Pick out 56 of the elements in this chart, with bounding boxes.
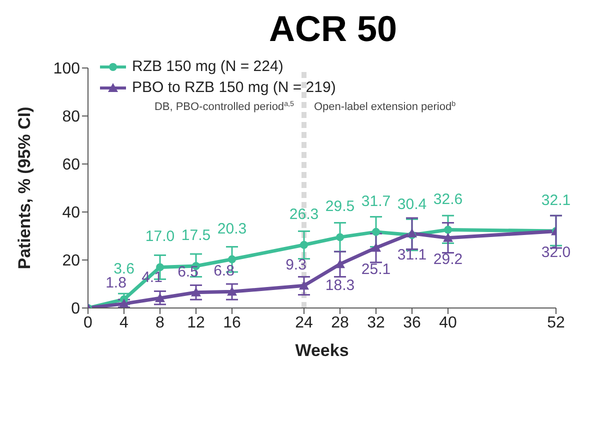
x-axis-title: Weeks xyxy=(295,341,349,360)
x-tick-label: 36 xyxy=(403,314,421,332)
point xyxy=(300,240,308,249)
data-label: 32.0 xyxy=(541,244,571,262)
data-label: 18.3 xyxy=(325,277,355,294)
point xyxy=(227,286,237,296)
y-axis-title: Patients, % (95% CI) xyxy=(15,106,34,270)
data-label: 17.0 xyxy=(145,228,175,246)
y-tick-label: 20 xyxy=(62,252,80,270)
annotation: DB, PBO-controlled period$^{a,5}$ xyxy=(154,100,294,113)
data-label: 9.3 xyxy=(286,256,306,274)
point xyxy=(155,293,165,302)
data-label: 31.7 xyxy=(361,192,391,210)
data-label: 25.1 xyxy=(361,260,391,278)
x-tick-label: 28 xyxy=(331,314,349,332)
point xyxy=(407,228,417,238)
y-tick-label: 60 xyxy=(62,156,80,174)
data-label: 29.2 xyxy=(433,250,463,268)
x-tick-label: 4 xyxy=(120,314,129,332)
data-label: 30.4 xyxy=(397,196,427,214)
point xyxy=(228,255,236,264)
y-tick-label: 100 xyxy=(53,60,80,78)
data-label: 3.6 xyxy=(114,260,134,278)
x-tick-label: 16 xyxy=(223,314,241,332)
data-label: 1.8 xyxy=(106,274,126,292)
legend-label: PBO to RZB 150 mg (N = 219) xyxy=(132,79,336,96)
point xyxy=(335,259,345,268)
point xyxy=(156,263,164,272)
point xyxy=(191,287,201,296)
point xyxy=(372,228,380,236)
x-tick-label: 40 xyxy=(439,314,457,332)
data-label: 20.3 xyxy=(217,220,247,238)
data-label: 31.1 xyxy=(397,246,427,264)
annotation: Open-label extension period$^{b}$ xyxy=(314,100,456,113)
chart-title: ACR 50 xyxy=(268,8,398,51)
data-label: 29.5 xyxy=(325,198,355,216)
point xyxy=(371,242,381,252)
legend-label: RZB 150 mg (N = 224) xyxy=(132,58,284,75)
x-tick-label: 52 xyxy=(547,314,565,332)
x-tick-label: 8 xyxy=(156,314,165,332)
y-tick-label: 40 xyxy=(62,204,80,222)
y-tick-label: 0 xyxy=(71,300,80,318)
data-label: 32.6 xyxy=(433,190,463,208)
data-label: 26.3 xyxy=(289,206,319,223)
x-tick-label: 24 xyxy=(295,314,313,332)
point xyxy=(336,233,344,242)
x-tick-label: 0 xyxy=(84,314,93,332)
x-tick-label: 32 xyxy=(367,314,385,332)
point xyxy=(299,280,309,290)
data-label: 17.5 xyxy=(181,227,211,244)
point xyxy=(443,232,453,242)
x-tick-label: 12 xyxy=(187,314,205,332)
data-label: 6.8 xyxy=(214,262,234,280)
point xyxy=(444,226,452,234)
data-label: 32.1 xyxy=(541,192,571,209)
y-tick-label: 80 xyxy=(62,108,80,126)
